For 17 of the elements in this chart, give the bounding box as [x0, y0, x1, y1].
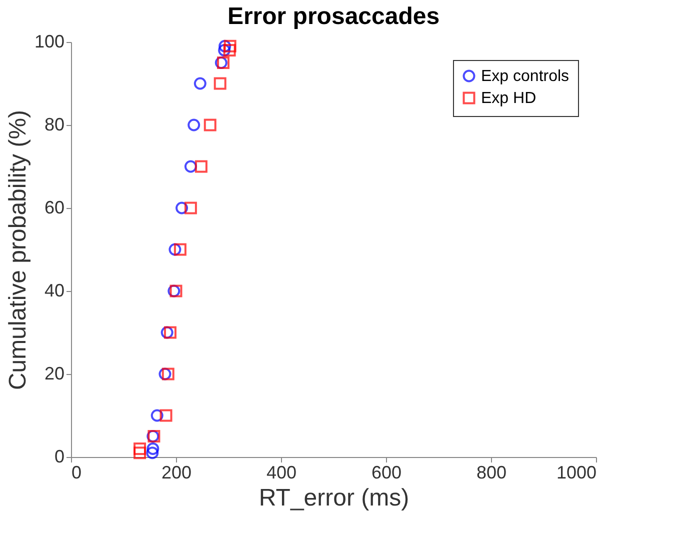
- y-axis-title: Cumulative probability (%): [4, 110, 32, 390]
- x-tick-label: 1000: [556, 462, 596, 482]
- x-tick-label: 400: [266, 462, 297, 482]
- legend-label: Exp HD: [481, 90, 536, 107]
- y-tick-label: 60: [44, 198, 64, 218]
- y-tick-label: 0: [54, 446, 64, 466]
- y-tick-label: 100: [34, 32, 64, 52]
- legend-label: Exp controls: [481, 68, 570, 85]
- x-tick-label: 0: [72, 462, 82, 482]
- x-tick-label: 200: [161, 462, 192, 482]
- y-tick-label: 40: [44, 280, 64, 300]
- y-tick-label: 20: [44, 364, 64, 384]
- x-axis-title: RT_error (ms): [258, 484, 410, 512]
- y-tick-label: 80: [44, 114, 64, 134]
- chart-title: Error prosaccades: [227, 3, 440, 30]
- x-tick-label: 800: [476, 462, 507, 482]
- x-tick-label: 600: [371, 462, 402, 482]
